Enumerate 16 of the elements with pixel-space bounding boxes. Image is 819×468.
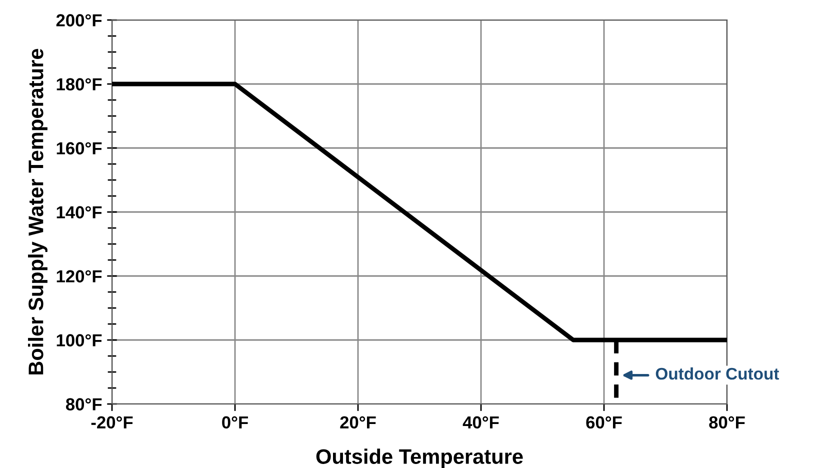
x-tick-label: 40°F (462, 416, 499, 429)
y-tick-label: 120°F (56, 270, 102, 282)
y-tick-label: 160°F (56, 142, 102, 154)
x-axis-title: Outside Temperature (316, 448, 523, 468)
y-tick-label: 140°F (56, 206, 102, 218)
x-tick-label: 80°F (709, 416, 745, 429)
y-tick-label: 80°F (66, 398, 102, 410)
x-tick-label: 20°F (340, 416, 376, 429)
x-tick-label: -20°F (91, 416, 133, 429)
y-tick-label: 200°F (56, 14, 102, 26)
x-tick-label: 0°F (222, 416, 248, 429)
y-tick-label: 180°F (56, 78, 102, 90)
y-tick-label: 100°F (56, 334, 102, 346)
x-tick-label: 60°F (586, 416, 622, 429)
annotation: Outdoor Cutout (656, 367, 780, 380)
y-axis-title: Boiler Supply Water Temperature (28, 48, 48, 374)
